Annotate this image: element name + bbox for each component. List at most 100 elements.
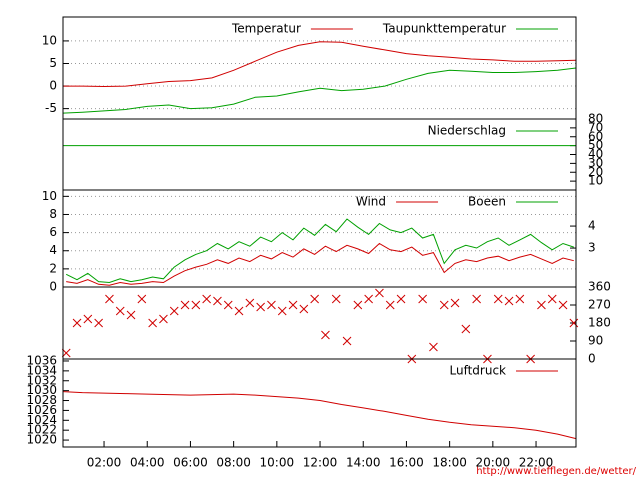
- direction-point: [310, 294, 319, 304]
- direction-point: [115, 306, 125, 316]
- direction-point: [418, 294, 427, 304]
- legend-label: Temperatur: [231, 22, 301, 36]
- direction-point: [331, 294, 341, 304]
- direction-point: [396, 294, 406, 304]
- direction-point: [277, 306, 287, 316]
- y-tick-label: 6: [49, 225, 57, 239]
- direction-point: [342, 336, 352, 346]
- x-tick-label: 14:00: [346, 456, 381, 470]
- y-tick-label: 1026: [26, 403, 57, 417]
- y-tick-label: 2: [49, 261, 57, 275]
- direction-point: [83, 314, 93, 324]
- direction-point: [299, 304, 309, 314]
- direction-point: [385, 300, 395, 310]
- direction-point: [547, 294, 557, 304]
- direction-point: [191, 300, 201, 310]
- direction-point: [256, 302, 265, 312]
- series-line: [66, 242, 574, 286]
- y2-tick-label: 90: [588, 334, 603, 348]
- y2-tick-label: 70: [588, 120, 603, 134]
- y-tick-label: 1034: [26, 363, 57, 377]
- legend-label: Niederschlag: [428, 124, 506, 138]
- y-tick-label: 1020: [26, 433, 57, 447]
- y-tick-label: 1032: [26, 373, 57, 387]
- y2-tick-label: 40: [588, 147, 603, 161]
- y-tick-label: 4: [49, 243, 57, 257]
- panel-frame: [62, 358, 577, 448]
- direction-point: [72, 318, 82, 328]
- direction-point: [105, 294, 114, 304]
- y2-tick-label: 10: [588, 174, 603, 188]
- y-tick-label: 8: [49, 207, 57, 221]
- y-tick-label: -5: [45, 101, 57, 115]
- direction-point: [180, 300, 190, 310]
- direction-point: [126, 310, 136, 320]
- y-tick-label: 1022: [26, 423, 57, 437]
- y-tick-label: 1028: [26, 393, 57, 407]
- direction-point: [504, 296, 514, 306]
- legend-label: Luftdruck: [449, 364, 506, 378]
- y-tick-label: 10: [42, 189, 57, 203]
- x-tick-label: 16:00: [389, 456, 424, 470]
- direction-point: [364, 294, 373, 304]
- y2-tick-label: 80: [588, 112, 603, 126]
- series-line: [65, 218, 574, 284]
- direction-point: [321, 330, 330, 340]
- direction-point: [353, 300, 363, 310]
- y2-tick-label: 60: [588, 129, 603, 143]
- direction-point: [569, 318, 579, 328]
- legend-label: Wind: [356, 195, 386, 209]
- legend-label: Taupunkttemperatur: [382, 22, 506, 36]
- y2-tick-label: 270: [588, 298, 611, 312]
- y-tick-label: 1024: [26, 413, 57, 427]
- y2-tick-label: 4: [588, 219, 596, 233]
- series-line: [63, 41, 577, 88]
- legend-label: Boeen: [468, 195, 506, 209]
- direction-point: [439, 300, 449, 310]
- y2-tick-label: 360: [588, 280, 611, 294]
- x-tick-label: 22:00: [519, 456, 554, 470]
- direction-point: [202, 294, 211, 304]
- direction-point: [461, 324, 471, 334]
- y2-tick-label: 20: [588, 165, 603, 179]
- y2-tick-label: 0: [588, 352, 596, 366]
- source-url: http://www.tiefflegen.de/wetter/: [476, 466, 636, 477]
- direction-point: [267, 300, 276, 310]
- direction-point: [61, 348, 71, 358]
- x-tick-label: 08:00: [216, 456, 251, 470]
- direction-point: [472, 294, 481, 304]
- direction-point: [223, 300, 233, 310]
- x-tick-label: 18:00: [432, 456, 467, 470]
- direction-point: [213, 296, 222, 306]
- direction-point: [429, 342, 438, 352]
- y2-tick-label: 50: [588, 138, 603, 152]
- y2-tick-label: 180: [588, 316, 611, 330]
- x-tick-label: 12:00: [303, 456, 338, 470]
- x-tick-label: 10:00: [260, 456, 295, 470]
- x-tick-label: 04:00: [130, 456, 165, 470]
- direction-point: [493, 294, 503, 304]
- y-tick-label: 10: [42, 33, 57, 47]
- y2-tick-label: 3: [588, 241, 596, 255]
- direction-point: [375, 288, 384, 298]
- direction-point: [94, 318, 103, 328]
- x-tick-label: 06:00: [173, 456, 208, 470]
- y-tick-label: 0: [49, 280, 57, 294]
- y2-tick-label: 30: [588, 156, 603, 170]
- series-line: [62, 67, 577, 114]
- series-line: [62, 391, 577, 440]
- y-tick-label: 5: [49, 56, 57, 70]
- direction-point: [159, 314, 168, 324]
- x-tick-label: 20:00: [476, 456, 511, 470]
- direction-point: [515, 294, 525, 304]
- y-tick-label: 1036: [26, 353, 57, 367]
- direction-point: [288, 300, 298, 310]
- direction-point: [558, 300, 568, 310]
- direction-point: [137, 294, 147, 304]
- direction-point: [450, 298, 460, 308]
- direction-point: [148, 318, 157, 328]
- direction-point: [245, 298, 255, 308]
- x-tick-label: 02:00: [87, 456, 122, 470]
- y-tick-label: 1030: [26, 383, 57, 397]
